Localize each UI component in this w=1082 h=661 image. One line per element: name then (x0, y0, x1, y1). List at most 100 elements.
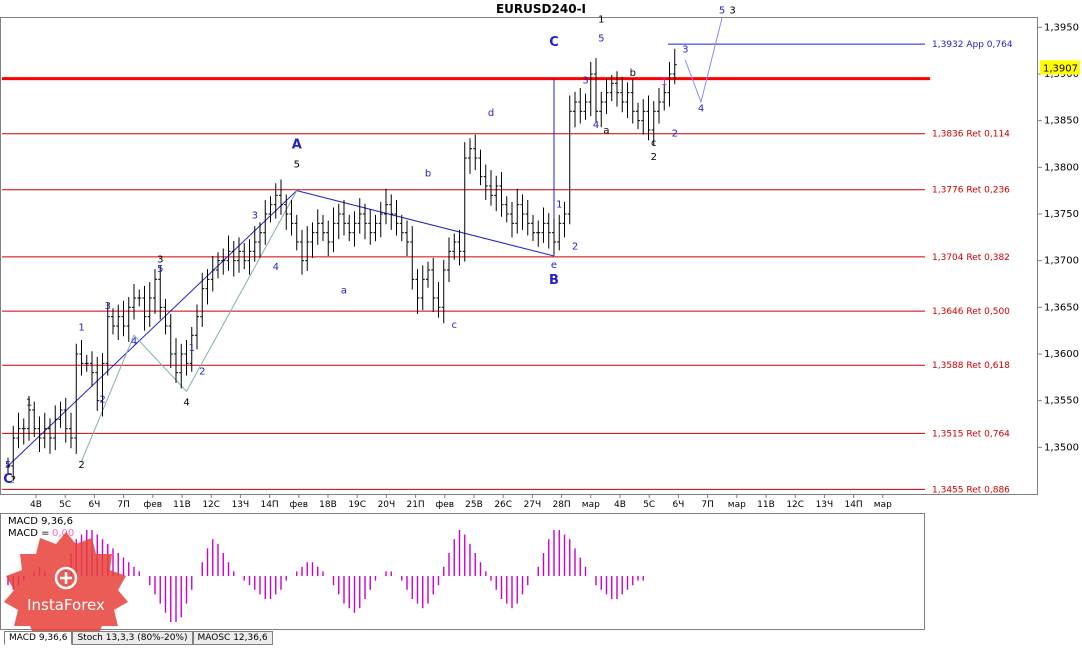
y-tick-label: 1,3950 (1044, 22, 1079, 33)
trend-line (7, 190, 298, 467)
fib-level-label: 1,3455 Ret 0,886 (932, 485, 1010, 495)
price-bar (32, 401, 37, 438)
wave-label: 1 (78, 323, 84, 334)
fib-level-label: 1,3515 Ret 0,764 (932, 429, 1010, 439)
price-bar (536, 220, 541, 247)
price-bar (557, 214, 562, 251)
price-axis[interactable] (1038, 17, 1082, 495)
price-bar (53, 405, 58, 451)
fib-level-label: 1,3646 Ret 0,500 (932, 307, 1010, 317)
wave-label: c (452, 320, 458, 331)
wave-label: 5 (294, 159, 300, 170)
price-bar (252, 226, 257, 262)
wave-label: 3 (252, 211, 258, 222)
price-bar (599, 91, 604, 128)
price-bar (578, 88, 583, 124)
price-bar (420, 265, 425, 311)
tab-macd[interactable]: MACD 9,36,6 (4, 631, 73, 645)
price-bar (336, 203, 341, 240)
price-bar (363, 203, 367, 240)
price-bar (473, 134, 478, 171)
y-tick-label: 1,3700 (1044, 256, 1079, 267)
price-bar (384, 188, 388, 225)
y-tick-label: 1,3600 (1044, 349, 1079, 360)
x-tick-label: 6Ч (672, 500, 684, 510)
price-bar (42, 412, 47, 449)
price-bar (562, 201, 567, 238)
x-tick-label: 27Ч (524, 500, 542, 510)
price-bar (289, 200, 294, 236)
wave-path (81, 190, 298, 462)
wave-label: 3 (729, 5, 735, 16)
price-bar (231, 241, 236, 277)
wave-label: 3 (682, 45, 688, 56)
wave-label: 2 (99, 395, 105, 406)
price-bar (352, 211, 357, 247)
price-bar (100, 353, 105, 417)
wave-label: 2 (672, 129, 678, 140)
x-tick-label: 6Ч (88, 500, 100, 510)
price-bar (415, 269, 420, 314)
price-bar (95, 356, 100, 411)
price-bar (153, 269, 157, 314)
price-badge-bg (1040, 60, 1080, 75)
wave-label: b (425, 169, 431, 180)
price-bar (294, 214, 299, 251)
price-bar (321, 214, 325, 242)
wave-label: a (603, 126, 609, 137)
fib-level-label: 1,3704 Ret 0,382 (932, 253, 1010, 263)
price-bar (268, 196, 273, 223)
price-bar (357, 198, 362, 234)
wave-label: 1 (26, 397, 32, 408)
price-bar (63, 397, 68, 443)
price-bar (604, 78, 609, 115)
price-bar (389, 194, 394, 230)
x-tick-label: 4В (30, 500, 42, 510)
price-bar (237, 237, 241, 273)
price-bar (300, 229, 304, 275)
x-tick-label: 7П (117, 500, 130, 510)
price-bar (436, 282, 441, 318)
price-bar (105, 302, 110, 376)
x-tick-label: 19С (348, 500, 366, 510)
price-bar (405, 220, 409, 256)
price-bar (189, 326, 194, 372)
x-tick-label: 12С (786, 500, 804, 510)
fib-levels: 1,3932 App 0,764 1,3836 Ret 0,114 1,3776 R… (2, 40, 1013, 495)
price-bar (651, 101, 656, 146)
price-bar (6, 457, 10, 475)
x-tick-label: 20Ч (378, 500, 396, 510)
wave-label: 1 (598, 15, 604, 26)
price-bar (615, 71, 619, 107)
wave-label: 1 (189, 343, 195, 354)
macd-panel[interactable] (0, 513, 925, 630)
main-plot-area[interactable] (0, 17, 1038, 495)
tab-maosc[interactable]: MAOSC 12,36,6 (192, 631, 273, 645)
wave-label: 4 (183, 397, 189, 408)
x-tick-label: мар (582, 500, 600, 510)
price-bar (168, 313, 173, 368)
price-bar (583, 93, 588, 120)
x-tick-label: 5С (59, 500, 71, 510)
wave-label: 5 (598, 33, 604, 44)
wave-label: c (651, 138, 657, 149)
price-bar (630, 78, 635, 124)
x-tick-label: 28П (552, 500, 570, 510)
price-bar (263, 200, 268, 245)
price-bar (84, 354, 89, 372)
wave-label: A (292, 138, 302, 153)
price-bar (216, 252, 220, 279)
projection-path (684, 17, 723, 104)
tab-stoch[interactable]: Stoch 13,3,3 (80%-20%) (72, 631, 193, 645)
price-bar (399, 214, 404, 242)
price-bar (552, 218, 556, 255)
price-bar (431, 257, 436, 312)
price-bar (594, 58, 598, 122)
price-bar (520, 194, 525, 230)
wave-label: 5 (719, 5, 725, 16)
price-bar (457, 229, 462, 266)
y-tick-label: 1,3500 (1044, 442, 1079, 453)
price-bar (625, 82, 630, 118)
x-tick-label: 25В (465, 500, 483, 510)
x-tick-label: 13Ч (816, 500, 834, 510)
